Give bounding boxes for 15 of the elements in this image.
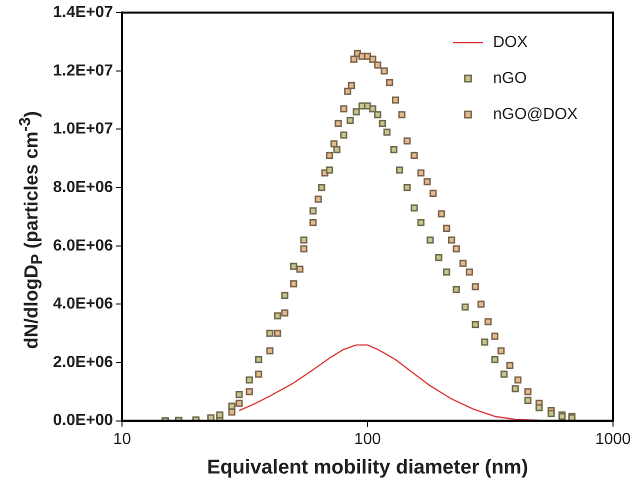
legend-label: DOX: [493, 34, 528, 52]
y-tick-label: 8.0E+06: [52, 178, 114, 196]
legend-label: nGO@DOX: [493, 106, 578, 124]
x-axis-title: Equivalent mobility diameter (nm): [206, 456, 528, 479]
legend-label: nGO: [493, 70, 527, 88]
y-tick-label: 0.0E+00: [52, 412, 114, 430]
y-tick-label: 6.0E+06: [52, 237, 114, 254]
x-tick-label: 100: [354, 430, 381, 448]
x-tick-label: 1000: [595, 430, 631, 448]
y-tick-label: 1.4E+07: [52, 4, 114, 22]
x-tick-label: 10: [113, 430, 132, 448]
y-tick-label: 1.2E+07: [52, 62, 114, 80]
y-tick-label: 1.0E+07: [52, 120, 114, 138]
y-tick-label: 4.0E+06: [52, 296, 114, 313]
y-tick-label: 2.0E+06: [52, 354, 114, 371]
